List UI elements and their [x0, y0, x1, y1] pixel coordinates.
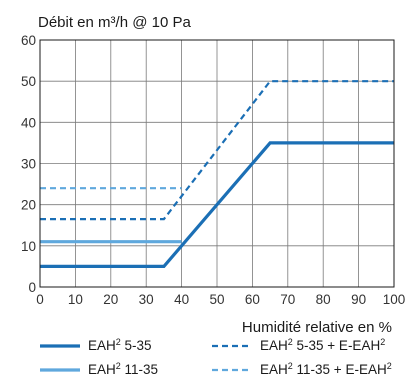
series-line-1 [40, 141, 394, 268]
x-tick-label: 50 [209, 292, 224, 307]
y-tick-label: 20 [21, 198, 36, 213]
y-tick-label: 50 [21, 74, 36, 89]
x-tick-labels: 0 10 20 30 40 50 60 70 80 90 100 [36, 292, 405, 307]
series-line-3 [40, 80, 394, 221]
legend-label: EAH2 11-35 + E-EAH2 [260, 361, 392, 377]
x-tick-label: 80 [316, 292, 331, 307]
legend-label: EAH2 5-35 + E-EAH2 [260, 337, 385, 353]
x-axis-label: Humidité relative en % [242, 319, 392, 336]
chart-title: Débit en m³/h @ 10 Pa [38, 14, 191, 31]
plot-frame [39, 39, 395, 288]
grid [39, 39, 395, 288]
y-tick-label: 40 [21, 115, 36, 130]
y-tick-label: 30 [21, 157, 36, 172]
x-tick-label: 100 [383, 292, 405, 307]
y-tick-label: 10 [21, 239, 36, 254]
x-tick-label: 60 [245, 292, 260, 307]
x-tick-label: 0 [36, 292, 44, 307]
y-tick-label: 0 [28, 280, 36, 295]
x-tick-label: 40 [174, 292, 189, 307]
legend-label: EAH2 5-35 [88, 337, 152, 353]
legend: EAH2 5-35 EAH2 5-35 + E-EAH2 EAH2 11-35 EAH… [40, 337, 392, 377]
x-tick-label: 20 [103, 292, 118, 307]
x-tick-label: 10 [68, 292, 83, 307]
x-tick-label: 70 [280, 292, 295, 307]
series-lines [40, 80, 394, 268]
x-tick-label: 90 [351, 292, 366, 307]
x-tick-label: 30 [139, 292, 154, 307]
legend-label: EAH2 11-35 [88, 361, 158, 377]
y-tick-labels: 0 10 20 30 40 50 60 [21, 33, 36, 295]
y-tick-label: 60 [21, 33, 36, 48]
